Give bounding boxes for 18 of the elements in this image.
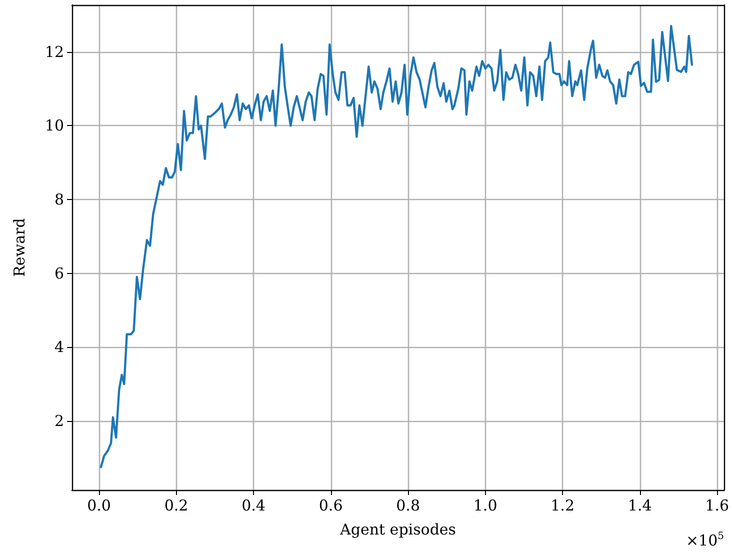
y-tick-label: 12 <box>44 42 64 61</box>
x-tick-label: 1.2 <box>550 496 574 514</box>
x-tick-label: 1.6 <box>705 496 729 514</box>
y-tick-label: 2 <box>54 412 64 430</box>
x-tick-label: 0.4 <box>242 496 266 514</box>
x-tick-label: 0.6 <box>318 496 343 514</box>
y-tick-label: 6 <box>54 264 64 282</box>
x-tick-label: 1.4 <box>628 496 652 514</box>
y-tick-label: 10 <box>44 116 64 135</box>
x-tick-label: 1.0 <box>473 496 498 514</box>
y-tick-label: 8 <box>54 190 64 209</box>
x-tick-label: 0.2 <box>164 496 188 514</box>
line-series <box>100 24 694 468</box>
y-axis-title: Reward <box>10 218 28 277</box>
x-axis-title: Agent episodes <box>339 520 456 538</box>
y-tick-label: 4 <box>54 338 64 356</box>
x-tick-label: 0.8 <box>396 496 420 514</box>
x-tick-label: 0.0 <box>87 496 111 514</box>
